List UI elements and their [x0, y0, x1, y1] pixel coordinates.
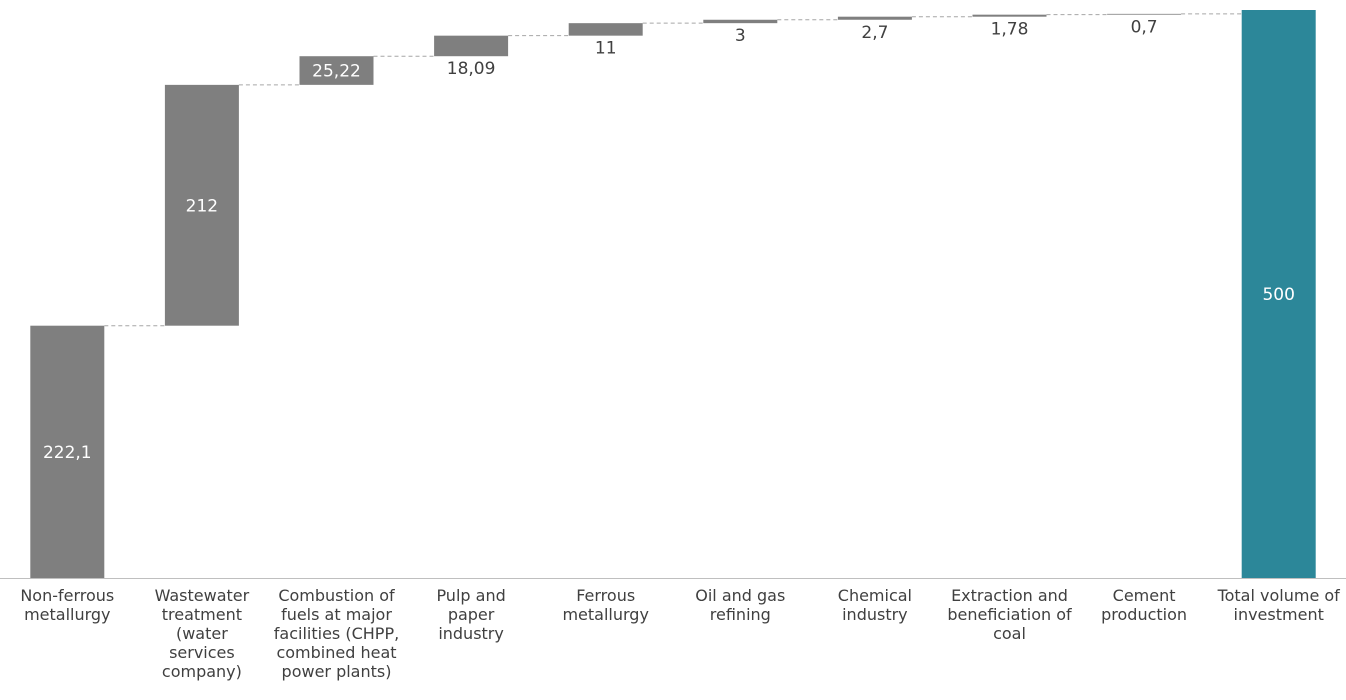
data-label-1: 222,1 [43, 443, 92, 463]
data-label-6: 3 [735, 26, 746, 46]
data-label-9: 0,7 [1131, 18, 1158, 38]
bar-2 [164, 84, 239, 326]
x-tick-label-10: Total volume of investment [1217, 586, 1340, 624]
bar-10 [1241, 10, 1316, 578]
data-label-10: 500 [1262, 285, 1294, 305]
x-tick-label-1: Non-ferrous metallurgy [20, 586, 115, 624]
bar-7 [837, 16, 912, 20]
x-tick-label-4: Pulp and paper industry [436, 586, 506, 643]
bar-3 [299, 56, 374, 85]
x-tick-label-5: Ferrous metallurgy [562, 586, 649, 624]
data-label-3: 25,22 [312, 62, 361, 82]
x-tick-label-7: Chemical industry [837, 586, 912, 624]
x-tick-label-9: Cement production [1101, 586, 1188, 624]
x-tick-label-8: Extraction and beneficiation of coal [947, 586, 1072, 643]
x-tick-label-3: Combustion of fuels at major facilities … [273, 586, 400, 681]
data-label-8: 1,78 [991, 20, 1029, 40]
bar-1 [30, 325, 105, 578]
x-tick-label-2: Wastewater treatment (water services com… [154, 586, 250, 681]
data-label-5: 11 [595, 39, 617, 59]
data-label-7: 2,7 [861, 23, 888, 43]
x-tick-label-6: Oil and gas refining [695, 586, 786, 624]
bar-8 [972, 14, 1047, 17]
bar-6 [703, 19, 778, 24]
data-label-4: 18,09 [447, 59, 496, 79]
data-label-2: 212 [186, 196, 218, 216]
bar-9 [1107, 13, 1182, 15]
bar-5 [568, 23, 643, 36]
bar-4 [434, 35, 509, 57]
